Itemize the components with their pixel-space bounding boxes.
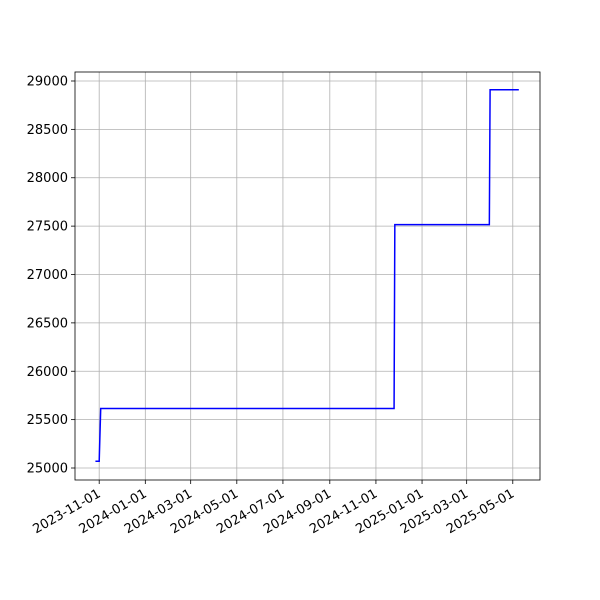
y-tick-label: 29000	[27, 74, 68, 89]
y-tick-label: 26500	[27, 316, 68, 331]
y-tick-label: 25500	[27, 413, 68, 428]
plot-area	[95, 88, 519, 462]
data-line	[95, 88, 519, 462]
y-tick-label: 27000	[27, 268, 68, 283]
axes-frame	[74, 71, 541, 481]
y-tick-label: 28000	[27, 171, 68, 186]
y-tick-label: 27500	[27, 220, 68, 235]
y-tick-label: 25000	[27, 462, 68, 477]
y-tick-label: 28500	[27, 123, 68, 138]
grid	[75, 72, 540, 480]
y-tick-label: 26000	[27, 365, 68, 380]
